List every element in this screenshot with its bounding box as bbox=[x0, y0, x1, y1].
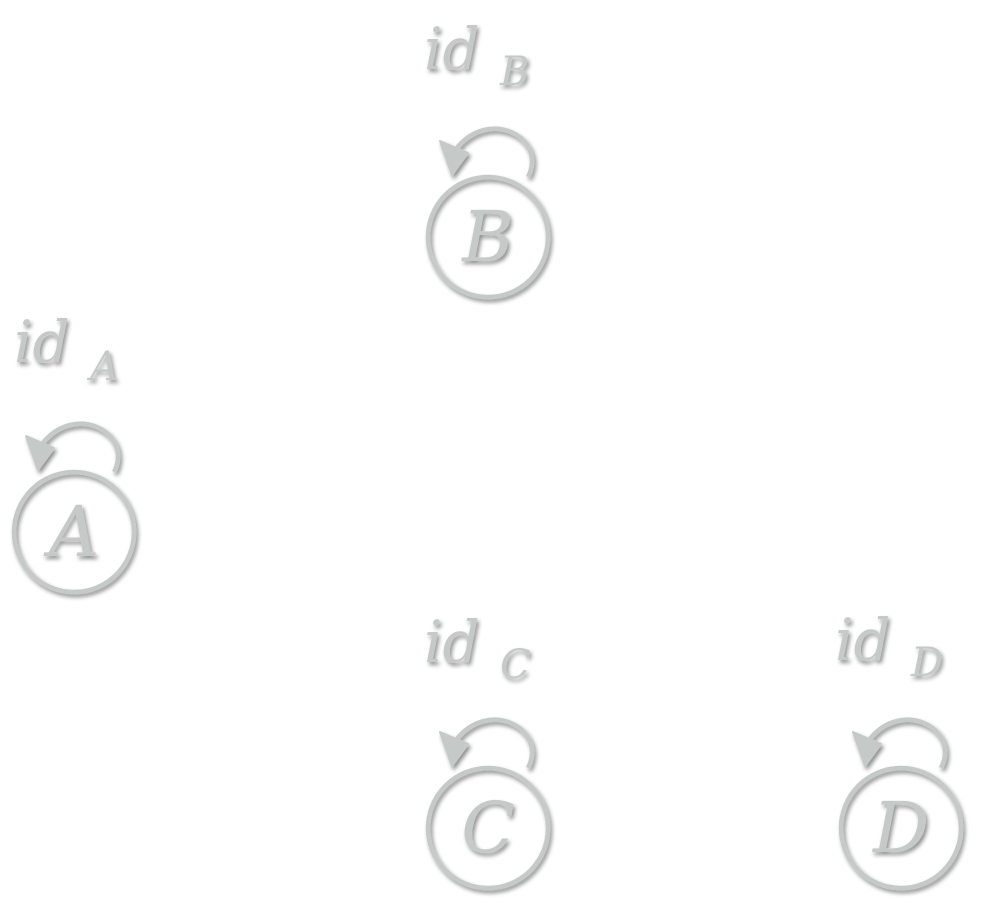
node-a-label-main: id bbox=[14, 308, 70, 376]
node-c-label-sub: C bbox=[500, 642, 531, 688]
node-c-label-main: id bbox=[424, 608, 480, 676]
node-d-arrowhead-icon bbox=[853, 732, 881, 766]
node-a-label-sub: A bbox=[86, 344, 119, 390]
node-d-label-main: id bbox=[835, 606, 891, 674]
node-b-label-main: id bbox=[424, 15, 480, 83]
node-a: id A A bbox=[14, 308, 134, 592]
node-b-label-sub: B bbox=[499, 49, 529, 95]
node-b-letter: B bbox=[460, 196, 513, 278]
node-b: id B B bbox=[424, 15, 548, 297]
node-d-label-sub: D bbox=[910, 640, 943, 686]
node-d-letter: D bbox=[871, 787, 929, 869]
node-c-letter: C bbox=[461, 787, 515, 869]
node-c-arrowhead-icon bbox=[440, 732, 468, 766]
node-b-arrowhead-icon bbox=[440, 141, 468, 175]
node-a-arrowhead-icon bbox=[26, 436, 54, 470]
node-c: id C C bbox=[424, 608, 548, 888]
node-d: id D D bbox=[835, 606, 961, 888]
node-a-letter: A bbox=[43, 491, 100, 573]
